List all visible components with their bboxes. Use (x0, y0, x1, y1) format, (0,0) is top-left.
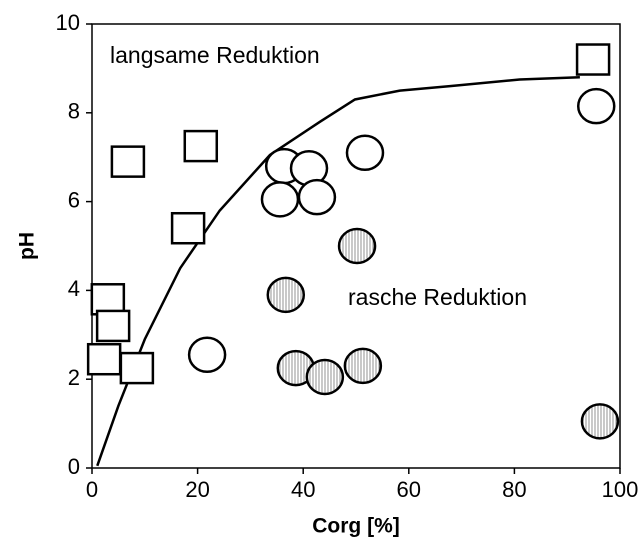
x-tick-label: 80 (502, 477, 526, 502)
circle-marker (297, 178, 337, 216)
circle-marker (337, 227, 377, 265)
square-marker (575, 43, 611, 76)
y-tick-label: 0 (68, 454, 80, 479)
square-marker (170, 211, 206, 245)
square-marker (110, 145, 146, 178)
annotation: langsame Reduktion (110, 42, 320, 68)
annotation: rasche Reduktion (348, 284, 527, 310)
circle-marker (580, 403, 620, 440)
square-marker (183, 129, 219, 163)
square-marker (86, 342, 122, 376)
x-tick-label: 40 (291, 477, 315, 502)
x-tick-label: 60 (397, 477, 421, 502)
circle-marker (343, 347, 383, 385)
y-tick-label: 2 (68, 365, 80, 390)
circle-marker (260, 181, 300, 218)
square-marker (95, 309, 131, 343)
y-tick-label: 6 (68, 187, 80, 212)
square-marker (119, 351, 155, 385)
curve (96, 76, 580, 467)
x-tick-label: 0 (86, 477, 98, 502)
y-tick-label: 4 (68, 276, 80, 301)
y-axis-title: pH (16, 232, 39, 260)
x-tick-label: 20 (185, 477, 209, 502)
x-axis-title: Corg [%] (312, 515, 400, 538)
circle-marker (305, 358, 345, 396)
circle-marker (266, 276, 306, 314)
y-tick-label: 8 (68, 99, 80, 124)
plot-frame (91, 23, 621, 469)
circle-marker (576, 87, 616, 125)
circle-marker (345, 134, 385, 172)
y-tick-label: 10 (56, 10, 80, 35)
x-tick-label: 100 (602, 477, 639, 502)
circle-marker (187, 336, 227, 374)
